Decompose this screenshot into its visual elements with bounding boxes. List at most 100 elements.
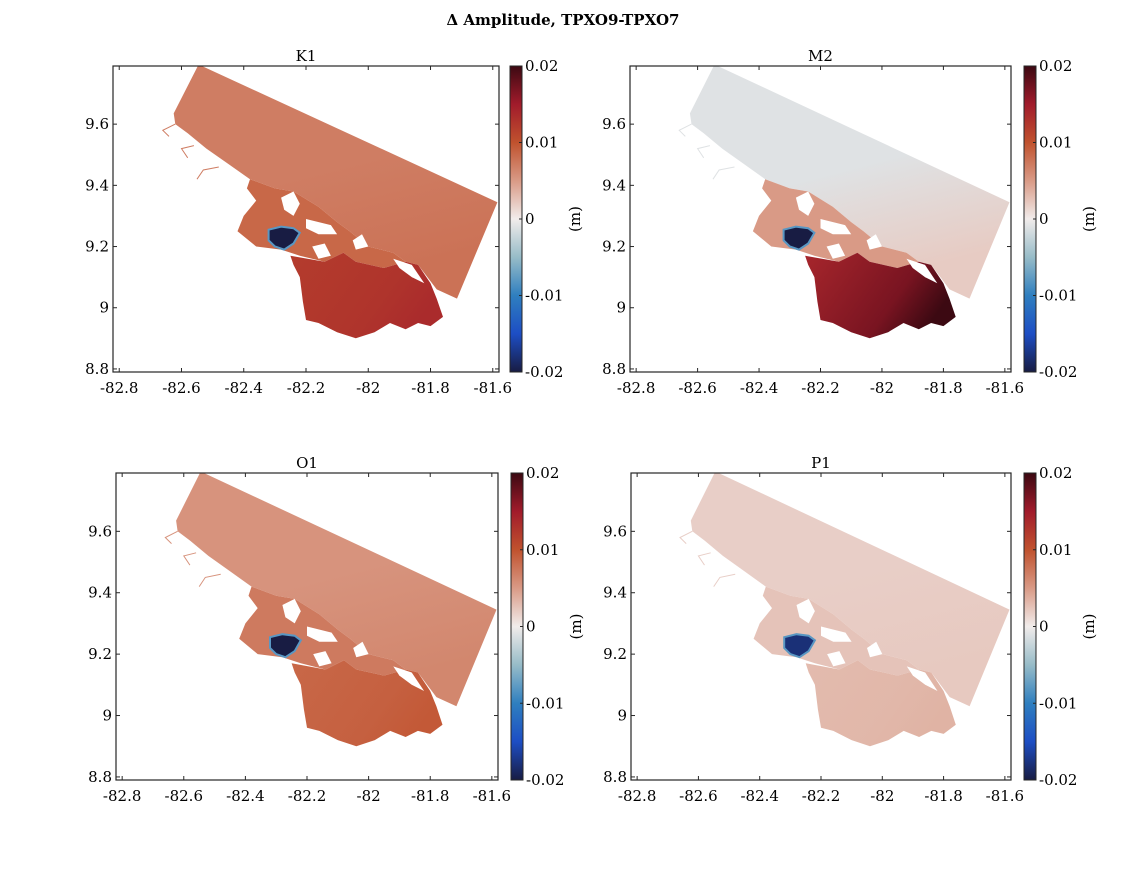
lagoon-region: [267, 225, 302, 251]
bay-south-region: [290, 252, 443, 339]
x-tick-label: -81.6: [986, 379, 1024, 397]
colorbar-tick-label: -0.02: [526, 771, 564, 789]
colorbar-tick-label: 0: [1039, 210, 1049, 228]
y-tick-label: 9: [617, 707, 627, 725]
river: [161, 123, 176, 137]
x-tick-label: -82.2: [287, 379, 325, 397]
colorbar-tick-label: -0.01: [525, 287, 563, 305]
river: [678, 123, 692, 137]
y-tick-label: 9.4: [602, 176, 626, 194]
x-tick-label: -82.4: [740, 787, 778, 805]
colorbar-tick-label: 0.02: [1039, 57, 1072, 75]
river: [180, 145, 195, 159]
colorbar-tick-label: -0.02: [1039, 771, 1077, 789]
bay-south-region: [805, 660, 956, 747]
river: [712, 166, 735, 180]
x-tick-label: -82.4: [740, 379, 778, 397]
island: [906, 258, 938, 284]
colorbar-tick-label: 0: [526, 618, 536, 636]
y-tick-label: 9: [99, 299, 109, 317]
colorbar-tick-label: 0.02: [1039, 464, 1072, 482]
lagoon-region: [269, 633, 303, 659]
y-tick-label: 9.2: [603, 645, 627, 663]
colorbar-tick-label: -0.02: [525, 363, 563, 381]
y-tick-label: 9: [102, 707, 112, 725]
offshore-region: [690, 473, 1010, 707]
colorbar-tick-label: -0.01: [1039, 287, 1077, 305]
y-tick-label: 9.2: [602, 238, 626, 256]
field-m2: [678, 66, 1010, 339]
x-tick-label: -82: [870, 787, 894, 805]
y-tick-label: 9.4: [603, 584, 627, 602]
offshore-region: [689, 66, 1010, 299]
x-tick-label: -82.8: [617, 379, 655, 397]
panel-p1: -82.8 -82.6 -82.4 -82.2 -82 -81.8 -81.6 8.8 9 9.2…: [603, 454, 1098, 805]
offshore-region: [173, 66, 498, 299]
y-tick-label: 9.6: [603, 522, 627, 540]
island: [821, 626, 852, 642]
island: [866, 234, 882, 250]
river: [713, 573, 736, 587]
x-tick-label: -82: [357, 787, 381, 805]
island: [307, 626, 338, 642]
island: [796, 598, 815, 624]
x-tick-label: -82.4: [226, 787, 264, 805]
island: [795, 191, 815, 216]
field-p1: [679, 473, 1010, 747]
x-tick-label: -82.2: [288, 787, 326, 805]
y-tick-label: 9.6: [602, 115, 626, 133]
river: [182, 552, 197, 566]
colorbar-tick-label: 0.01: [1039, 134, 1072, 152]
panel-m2: -82.8 -82.6 -82.4 -82.2 -82 -81.8 -81.6 8.8 9 9.2…: [602, 47, 1098, 397]
island: [827, 651, 846, 667]
y-tick-label: 9.2: [88, 645, 112, 663]
y-tick-label: 8.8: [602, 360, 626, 378]
y-tick-label: 9.2: [85, 238, 109, 256]
panel-title: O1: [296, 454, 318, 472]
bay-south-region: [291, 660, 443, 747]
y-tick-label: 8.8: [85, 360, 109, 378]
colorbar-tick-label: 0.01: [525, 134, 558, 152]
offshore-region: [176, 473, 497, 707]
x-tick-label: -81.8: [411, 379, 449, 397]
x-tick-label: -82.2: [802, 787, 840, 805]
island: [281, 191, 300, 216]
field-o1: [164, 473, 497, 747]
island: [393, 258, 425, 284]
x-tick-label: -81.8: [924, 787, 962, 805]
colorbar-tick-label: 0.01: [1039, 541, 1072, 559]
x-tick-label: -82.2: [801, 379, 839, 397]
colorbar-label: (m): [1080, 614, 1098, 640]
colorbar-label: (m): [566, 206, 584, 232]
y-tick-label: 9.4: [85, 176, 109, 194]
x-tick-label: -82.8: [100, 379, 138, 397]
colorbar-tick-label: 0.01: [526, 541, 559, 559]
figure-title: Δ Amplitude, TPXO9-TPXO7: [447, 11, 680, 29]
river: [697, 552, 711, 566]
x-tick-label: -82.4: [225, 379, 263, 397]
colorbar-label: (m): [1080, 206, 1098, 232]
lagoon-region: [783, 633, 817, 659]
y-tick-label: 8.8: [88, 768, 112, 786]
x-tick-label: -82.6: [165, 787, 203, 805]
island: [867, 641, 883, 658]
x-tick-label: -81.6: [986, 787, 1024, 805]
y-tick-label: 9.4: [88, 584, 112, 602]
colorbar-label: (m): [567, 614, 585, 640]
river: [164, 530, 178, 544]
river: [696, 145, 711, 159]
panel-title: P1: [811, 454, 831, 472]
x-tick-label: -82.6: [679, 787, 717, 805]
y-tick-label: 9.6: [85, 115, 109, 133]
y-tick-label: 9: [616, 299, 626, 317]
island: [906, 666, 938, 691]
colorbar-tick-label: 0: [1039, 618, 1049, 636]
x-tick-label: -82: [870, 379, 894, 397]
island: [826, 243, 846, 259]
colorbar-tick-label: -0.01: [526, 694, 564, 712]
x-tick-label: -81.6: [474, 379, 512, 397]
island: [353, 641, 369, 658]
island: [820, 219, 852, 235]
island: [393, 666, 425, 691]
island: [313, 651, 332, 667]
